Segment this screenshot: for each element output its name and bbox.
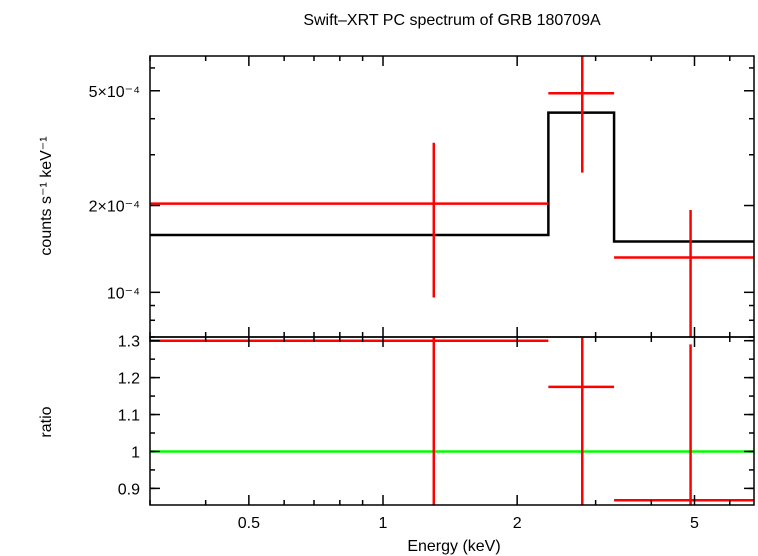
- spectrum-y-tick-label: 2×10⁻⁴: [89, 199, 140, 216]
- ratio-y-tick-label: 1: [131, 444, 140, 461]
- x-tick-label: 5: [690, 515, 699, 532]
- ratio-y-tick-label: 1.1: [118, 408, 140, 425]
- y-axis-label-top: counts s⁻¹ keV⁻¹: [38, 136, 55, 255]
- x-tick-label: 1: [379, 515, 388, 532]
- spectrum-y-tick-label: 10⁻⁴: [107, 285, 140, 302]
- model-step-line: [150, 111, 754, 243]
- chart-title: Swift–XRT PC spectrum of GRB 180709A: [303, 12, 601, 29]
- x-axis-label: Energy (keV): [407, 538, 500, 555]
- y-axis-label-bottom: ratio: [38, 406, 55, 437]
- spectrum-y-tick-label: 5×10⁻⁴: [89, 84, 140, 101]
- x-tick-label: 2: [513, 515, 522, 532]
- x-tick-label: 0.5: [238, 515, 260, 532]
- ratio-y-tick-label: 0.9: [118, 481, 140, 498]
- ratio-y-tick-label: 1.2: [118, 371, 140, 388]
- ratio-y-tick-label: 1.3: [118, 334, 140, 351]
- spectrum-frame: [149, 55, 755, 338]
- ratio-frame: [149, 336, 755, 506]
